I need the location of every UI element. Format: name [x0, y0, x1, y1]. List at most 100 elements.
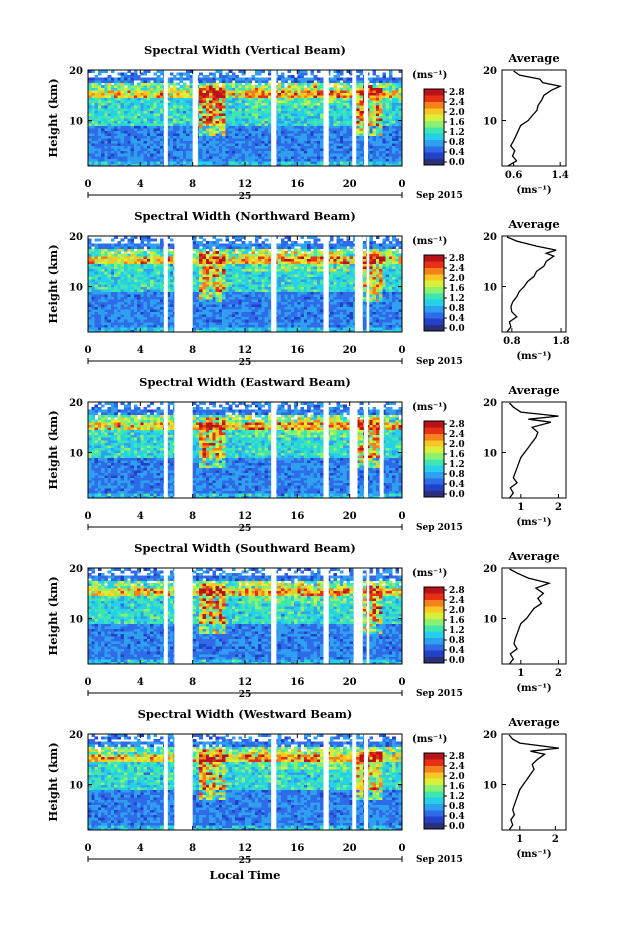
heatmap-cell [88, 314, 92, 317]
heatmap-cell [209, 276, 213, 279]
heatmap-cell [219, 299, 223, 302]
heatmap-cell [343, 80, 347, 83]
heatmap-cell [117, 85, 121, 88]
heatmap-cell [320, 80, 324, 83]
heatmap-cell [180, 128, 184, 131]
heatmap-cell [317, 128, 321, 131]
heatmap-cell [140, 153, 144, 156]
heatmap-cell [310, 148, 314, 151]
heatmap-cell [261, 113, 265, 116]
heatmap-cell [144, 146, 148, 149]
heatmap-cell [144, 95, 148, 98]
heatmap-cell [356, 88, 360, 91]
heatmap-cell [212, 251, 216, 254]
heatmap-cell [134, 121, 138, 124]
heatmap-cell [222, 128, 226, 131]
heatmap-cell [320, 83, 324, 86]
heatmap-cell [307, 158, 311, 161]
heatmap-cell [379, 103, 383, 106]
heatmap-cell [199, 324, 203, 327]
heatmap-cell [304, 141, 308, 144]
heatmap-cell [356, 136, 360, 139]
heatmap-cell [153, 151, 157, 154]
heatmap-cell [382, 123, 386, 126]
heatmap-cell [212, 276, 216, 279]
heatmap-cell [386, 98, 390, 101]
heatmap-cell [127, 287, 131, 290]
heatmap-cell [310, 95, 314, 98]
heatmap-cell [307, 123, 311, 126]
heatmap-cell [278, 103, 282, 106]
heatmap-cell [340, 126, 344, 129]
heatmap-cell [340, 153, 344, 156]
heatmap-cell [235, 126, 239, 129]
heatmap-cell [389, 146, 393, 149]
heatmap-cell [196, 244, 200, 247]
heatmap-cell [317, 118, 321, 121]
heatmap-cell [206, 78, 210, 81]
heatmap-cell [186, 113, 190, 116]
heatmap-cell [111, 110, 115, 113]
heatmap-cell [180, 121, 184, 124]
heatmap-cell [255, 138, 259, 141]
heatmap-cell [238, 113, 242, 116]
heatmap-cell [131, 141, 135, 144]
heatmap-cell [389, 133, 393, 136]
heatmap-cell [222, 121, 226, 124]
heatmap-cell [137, 266, 141, 269]
heatmap-cell [219, 246, 223, 249]
heatmap-cell [153, 246, 157, 249]
heatmap-cell [255, 131, 259, 134]
heatmap-cell [373, 85, 377, 88]
heatmap-cell [265, 113, 269, 116]
heatmap-cell [395, 100, 399, 103]
heatmap-cell [373, 98, 377, 101]
heatmap-cell [219, 113, 223, 116]
heatmap-cell [265, 146, 269, 149]
heatmap-cell [346, 138, 350, 141]
heatmap-cell [104, 304, 108, 307]
heatmap-cell [212, 95, 216, 98]
heatmap-cell [225, 128, 229, 131]
heatmap-cell [382, 85, 386, 88]
heatmap-cell [291, 123, 295, 126]
heatmap-cell [310, 141, 314, 144]
heatmap-cell [268, 100, 272, 103]
heatmap-cell [137, 95, 141, 98]
heatmap-cell [121, 281, 125, 284]
heatmap-cell [206, 299, 210, 302]
heatmap-cell [369, 156, 373, 159]
heatmap-cell [150, 279, 154, 282]
heatmap-cell [395, 105, 399, 108]
heatmap-cell [320, 85, 324, 88]
heatmap-cell [121, 78, 125, 81]
heatmap-cell [209, 279, 213, 282]
heatmap-cell [373, 100, 377, 103]
heatmap-cell [314, 126, 318, 129]
heatmap-cell [140, 284, 144, 287]
heatmap-cell [252, 148, 256, 151]
heatmap-cell [193, 289, 197, 292]
heatmap-cell [225, 143, 229, 146]
heatmap-cell [147, 88, 151, 91]
heatmap-cell [180, 75, 184, 78]
heatmap-cell [382, 143, 386, 146]
heatmap-cell [278, 95, 282, 98]
heatmap-cell [268, 90, 272, 93]
heatmap-cell [333, 103, 337, 106]
heatmap-cell [173, 123, 177, 126]
heatmap-cell [216, 241, 220, 244]
colorbar-swatch [424, 152, 444, 159]
heatmap-cell [297, 88, 301, 91]
heatmap-cell [219, 256, 223, 259]
heatmap-cell [219, 251, 223, 254]
heatmap-cell [186, 123, 190, 126]
heatmap-cell [343, 126, 347, 129]
heatmap-cell [137, 113, 141, 116]
heatmap-cell [202, 312, 206, 315]
heatmap-cell [121, 156, 125, 159]
heatmap-cell [101, 105, 105, 108]
heatmap-cell [193, 322, 197, 325]
heatmap-cell [294, 128, 298, 131]
heatmap-cell [91, 314, 95, 317]
